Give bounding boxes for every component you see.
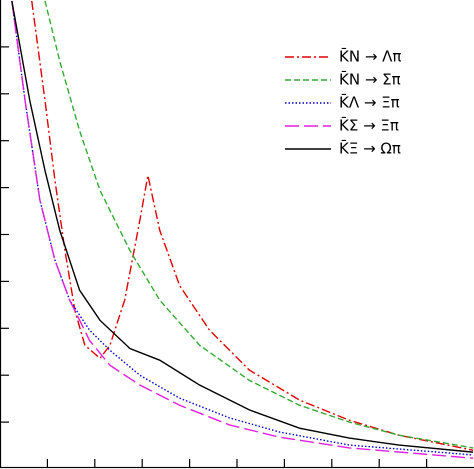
legend-label: K̄Σ → Ξπ [339,116,399,135]
legend-label: K̄Ξ → Ωπ [339,139,401,158]
series-line [44,0,474,449]
legend-label: K̄N → Λπ [339,47,401,66]
series-line [31,0,474,451]
legend-label: K̄N → Σπ [339,70,401,89]
series-line [11,0,474,453]
series-line [11,0,474,456]
curves [11,0,474,459]
series-line [11,0,474,459]
legend-label: K̄Λ → Ξπ [339,93,400,112]
